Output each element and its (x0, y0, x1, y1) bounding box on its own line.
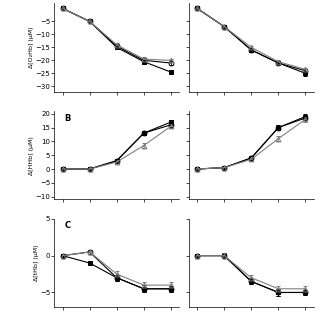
Y-axis label: Δ[HHb] (μM): Δ[HHb] (μM) (29, 136, 34, 175)
Text: C: C (64, 221, 70, 230)
Y-axis label: Δ[tHb] (μM): Δ[tHb] (μM) (34, 245, 39, 281)
Text: B: B (64, 114, 71, 123)
Y-axis label: Δ[O₂Hb] (μM): Δ[O₂Hb] (μM) (29, 27, 34, 68)
